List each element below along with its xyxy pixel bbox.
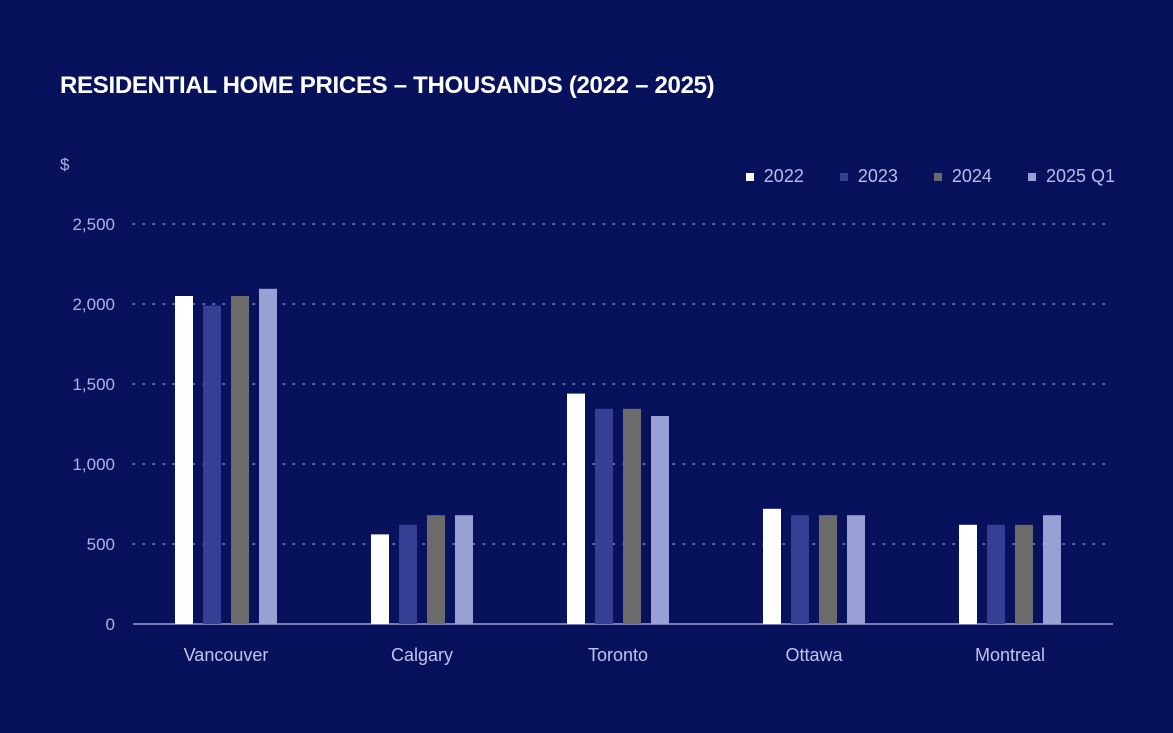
x-tick-label: Ottawa — [785, 645, 843, 665]
legend-item-2024: 2024 — [933, 166, 992, 187]
y-tick-label: 500 — [87, 535, 115, 554]
y-tick-label: 2,500 — [72, 215, 115, 234]
x-tick-label: Vancouver — [184, 645, 269, 665]
legend: 2022 2023 2024 2025 Q1 — [745, 166, 1115, 187]
bar-ottawa-2024 — [819, 515, 837, 624]
bar-vancouver-2022 — [175, 296, 193, 624]
legend-label: 2022 — [763, 166, 804, 186]
chart-title: RESIDENTIAL HOME PRICES – THOUSANDS (202… — [60, 72, 715, 99]
x-tick-label: Calgary — [391, 645, 453, 665]
legend-label: 2025 Q1 — [1045, 166, 1115, 186]
legend-item-2022: 2022 — [745, 166, 804, 187]
bar-vancouver-2024 — [231, 296, 249, 624]
y-tick-label: 1,000 — [72, 455, 115, 474]
legend-swatch — [839, 172, 848, 181]
bar-vancouver-2023 — [203, 305, 221, 624]
legend-label: 2024 — [951, 166, 992, 186]
legend-item-2023: 2023 — [839, 166, 898, 187]
bar-calgary-2024 — [427, 515, 445, 624]
bar-ottawa-2023 — [791, 515, 809, 624]
y-tick-label: 1,500 — [72, 375, 115, 394]
legend-item-2025-q1: 2025 Q1 — [1027, 166, 1115, 187]
x-tick-label: Toronto — [588, 645, 648, 665]
legend-label: 2023 — [857, 166, 898, 186]
bar-montreal-2023 — [987, 524, 1005, 624]
legend-swatch — [1027, 172, 1036, 181]
bar-calgary-2025-q1 — [455, 515, 473, 624]
y-axis-label: $ — [60, 155, 70, 174]
bar-montreal-2022 — [959, 524, 977, 624]
legend-swatch — [745, 172, 754, 181]
bar-toronto-2024 — [623, 408, 641, 624]
bar-toronto-2025-q1 — [651, 416, 669, 624]
bar-ottawa-2025-q1 — [847, 515, 865, 624]
y-tick-label: 0 — [106, 615, 115, 634]
bar-calgary-2022 — [371, 534, 389, 624]
bar-ottawa-2022 — [763, 508, 781, 624]
legend-swatch — [933, 172, 942, 181]
bar-montreal-2024 — [1015, 524, 1033, 624]
bar-calgary-2023 — [399, 524, 417, 624]
bar-montreal-2025-q1 — [1043, 515, 1061, 624]
x-tick-label: Montreal — [975, 645, 1045, 665]
bar-vancouver-2025-q1 — [259, 288, 277, 624]
bar-toronto-2022 — [567, 393, 585, 624]
y-tick-label: 2,000 — [72, 295, 115, 314]
bar-toronto-2023 — [595, 408, 613, 624]
